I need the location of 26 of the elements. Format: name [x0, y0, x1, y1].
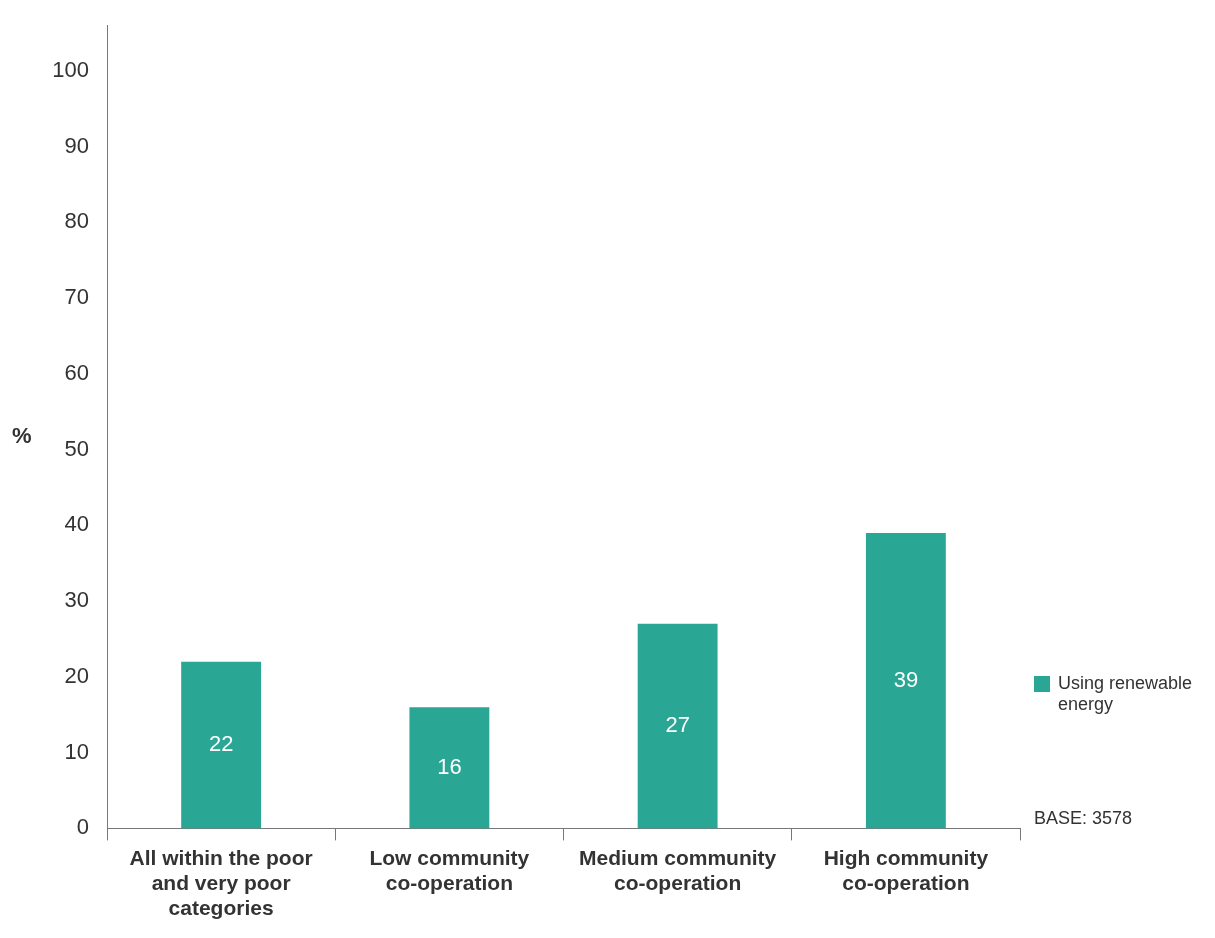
data-label: 27	[665, 712, 690, 738]
y-tick-label: 60	[64, 359, 89, 385]
y-tick-label: 10	[64, 738, 89, 764]
y-tick-label: 0	[76, 814, 89, 840]
bar	[181, 661, 262, 829]
y-tick-label: 90	[64, 132, 89, 158]
legend-label: Using renewable energy	[1058, 673, 1194, 715]
x-tick-label: Low community co-operation	[369, 845, 530, 894]
y-tick-label: 30	[64, 587, 89, 613]
y-tick-label: 20	[64, 662, 89, 688]
bar	[865, 532, 946, 829]
y-tick-label: 50	[64, 435, 89, 461]
x-tick-label: All within the poor and very poor categories	[129, 845, 313, 920]
y-axis-title: %	[12, 422, 32, 448]
bar	[409, 707, 490, 829]
y-tick-label: 40	[64, 511, 89, 537]
data-label: 22	[208, 731, 234, 757]
x-tick-label: High community co-operation	[823, 845, 989, 894]
data-label: 16	[437, 753, 462, 779]
x-tick-label: Medium community co-operation	[579, 845, 777, 894]
bar	[637, 623, 718, 829]
data-label: 39	[893, 666, 919, 692]
y-tick-label: 70	[64, 284, 89, 310]
text: BASE: 3578	[1034, 808, 1133, 829]
y-tick-label: 80	[64, 208, 89, 234]
y-tick-label: 100	[52, 56, 89, 82]
